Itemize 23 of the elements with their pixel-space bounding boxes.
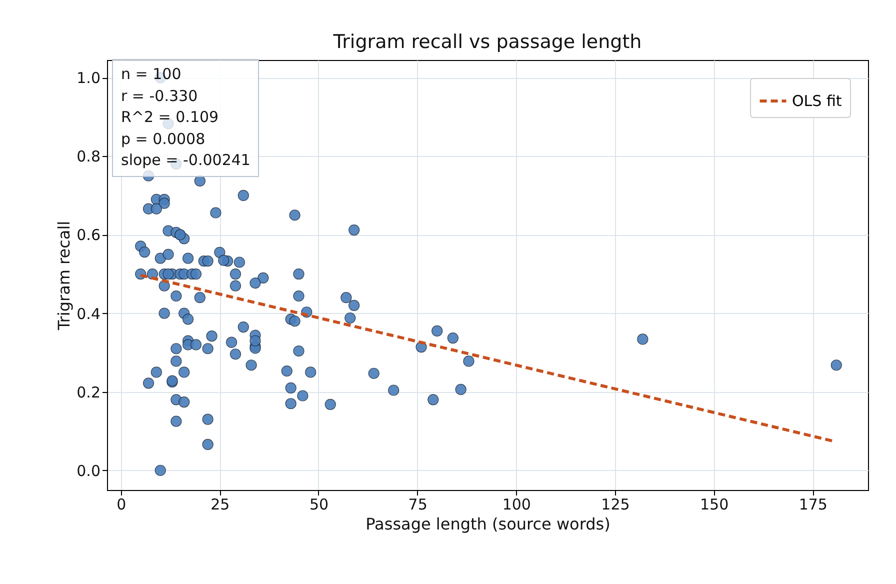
annotation: r = -0.330 [121, 86, 199, 106]
legend-label: OLS fit [792, 92, 842, 110]
y-tick-label: 0.4 [76, 304, 100, 323]
x-tick-label: 125 [601, 496, 630, 514]
x-tick-label: 0 [116, 496, 126, 514]
y-tick-label: 0.2 [76, 383, 100, 402]
x-axis-title: Passage length (source words) [366, 514, 610, 534]
chart-title: Trigram recall vs passage length [332, 31, 642, 53]
x-tick-label: 50 [309, 496, 329, 514]
x-tick-label: 75 [408, 496, 428, 514]
annotation: p = 0.0008 [121, 128, 206, 150]
annotation: n = 100 [121, 64, 182, 85]
y-tick-label: 1.0 [76, 69, 100, 88]
x-tick-label: 175 [798, 496, 828, 514]
x-tick-label: 100 [502, 496, 531, 514]
annotation: slope = -0.00241 [121, 150, 250, 171]
y-tick-label: 0.6 [76, 226, 100, 244]
y-tick-label: 0.0 [76, 462, 100, 480]
x-tick-label: 150 [700, 496, 729, 514]
y-tick-label: 0.8 [76, 148, 100, 166]
annotation: R^2 = 0.109 [121, 107, 220, 128]
x-tick-label: 25 [210, 496, 230, 514]
y-axis-title: Trigram recall [54, 220, 74, 332]
